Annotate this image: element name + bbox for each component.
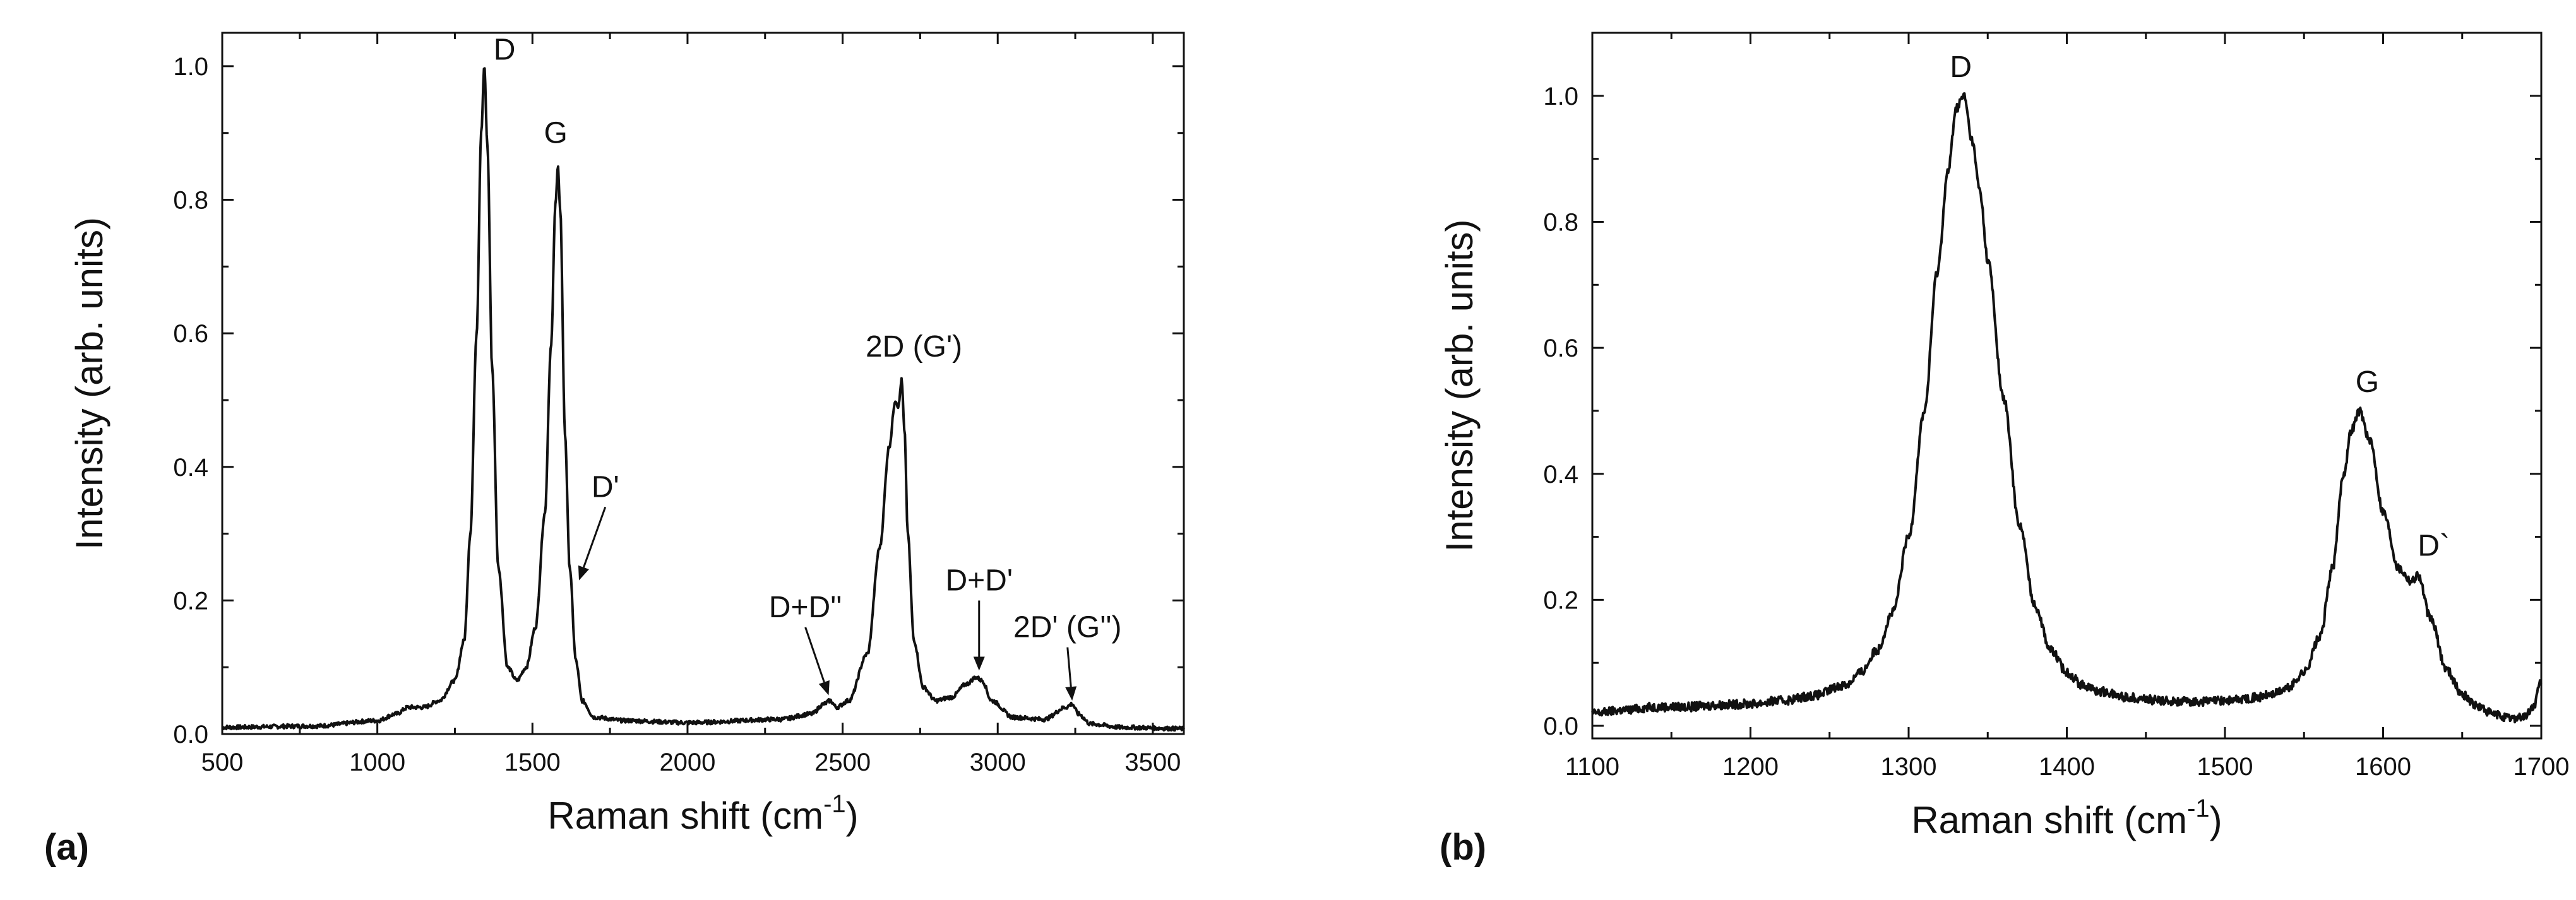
- series-line: [222, 67, 1185, 732]
- x-tick-label: 1600: [2355, 753, 2411, 781]
- y-tick-label: 0.0: [173, 721, 208, 749]
- peak-label: 2D (G'): [866, 330, 962, 364]
- x-tick-label: 1700: [2513, 753, 2570, 781]
- x-tick-label: 1400: [2039, 753, 2095, 781]
- x-axis-title-superscript: -1: [2187, 795, 2210, 822]
- series-line: [1591, 92, 2543, 724]
- x-tick-label: 1200: [1722, 753, 1779, 781]
- x-tick-label: 1500: [504, 749, 561, 776]
- peak-arrow: [1066, 647, 1072, 687]
- x-tick-label: 3000: [970, 749, 1026, 776]
- peak-arrow: [804, 627, 825, 683]
- x-tick-label: 1300: [1881, 753, 1937, 781]
- y-axis-title: Intensity (arb. units): [1438, 220, 1481, 552]
- x-axis-title: Raman shift (cm-1): [1911, 795, 2222, 841]
- x-axis-title-main: Raman shift (cm: [547, 795, 823, 837]
- x-axis-title: Raman shift (cm-1): [547, 790, 858, 837]
- x-axis-title-superscript: -1: [823, 790, 846, 818]
- y-tick-label: 0.4: [1543, 461, 1578, 488]
- y-tick-label: 0.2: [173, 587, 208, 615]
- chart-panel-b: 1100 1200 1300 1400 1500 1600 1700 0.0 0.2 0.4 0.6…: [1438, 32, 2570, 868]
- peak-label: D+D': [945, 564, 1013, 598]
- peak-label: D': [592, 470, 619, 504]
- x-axis-title-end: ): [2210, 799, 2222, 841]
- x-axis-title-end: ): [846, 795, 859, 837]
- plot-frame: [221, 32, 1185, 735]
- peak-label: D`: [2418, 530, 2450, 563]
- panel-label: (a): [44, 827, 89, 868]
- y-tick-label: 1.0: [1543, 83, 1578, 110]
- peak-arrowhead: [818, 680, 830, 696]
- y-tick-label: 0.4: [173, 454, 208, 482]
- panel-label: (b): [1440, 827, 1486, 868]
- y-tick-label: 0.0: [1543, 713, 1578, 740]
- peak-arrowhead: [578, 565, 589, 581]
- x-tick-label: 1500: [2197, 753, 2253, 781]
- peak-arrowhead: [973, 656, 985, 671]
- peak-label: D+D'': [769, 591, 842, 624]
- y-tick-label: 0.6: [1543, 335, 1578, 362]
- y-tick-label: 0.2: [1543, 586, 1578, 614]
- peak-label: D: [494, 33, 516, 66]
- peak-label: 2D' (G''): [1013, 611, 1122, 644]
- y-tick-label: 1.0: [173, 53, 208, 81]
- x-tick-label: 1100: [1565, 753, 1619, 781]
- x-tick-label: 3500: [1124, 749, 1181, 776]
- peak-arrow: [583, 506, 607, 568]
- x-tick-label: 2000: [659, 749, 715, 776]
- peak-label: G: [2356, 365, 2379, 399]
- y-tick-label: 0.8: [1543, 208, 1578, 236]
- x-tick-label: 500: [201, 749, 244, 776]
- y-axis-title: Intensity (arb. units): [68, 217, 110, 550]
- peak-label: G: [544, 117, 567, 150]
- chart-panel-a: 500 1000 1500 2000 2500 3000 3500 0.0 0.2 0.4 0.6 0…: [44, 32, 1185, 868]
- peak-label: D: [1950, 50, 1972, 84]
- x-tick-label: 1000: [349, 749, 405, 776]
- peak-arrowhead: [1065, 686, 1077, 701]
- x-axis-title-main: Raman shift (cm: [1911, 799, 2187, 841]
- x-tick-label: 2500: [814, 749, 871, 776]
- y-tick-label: 0.8: [173, 187, 208, 215]
- y-tick-label: 0.6: [173, 320, 208, 348]
